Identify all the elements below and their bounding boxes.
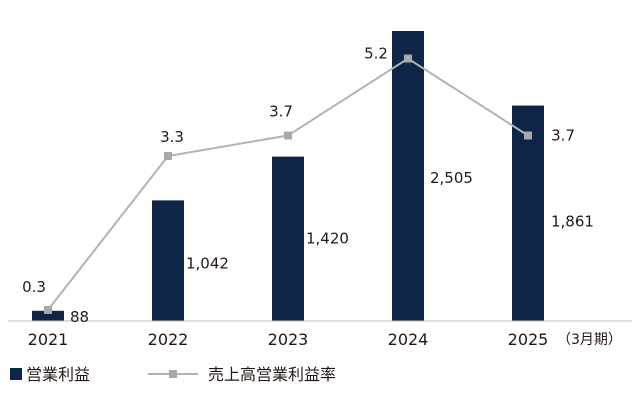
x-tick-label: 2025 [508, 330, 549, 349]
line-value-label: 3.3 [160, 128, 184, 146]
line-series [44, 54, 532, 314]
line-point [44, 305, 52, 314]
legend: 営業利益 売上高営業利益率 [10, 365, 336, 384]
line-point [164, 152, 172, 161]
line-point [524, 131, 532, 140]
bar-value-label: 2,505 [430, 169, 473, 187]
bar [392, 31, 424, 321]
line-value-label: 3.7 [269, 102, 293, 120]
bar [512, 105, 544, 321]
line-value-labels: 0.3 3.3 3.7 5.2 3.7 [22, 45, 575, 296]
x-tick-label: 2022 [148, 330, 189, 349]
x-axis-ticks: 2021 2022 2023 2024 2025 [28, 330, 549, 349]
bar-value-label: 1,420 [306, 230, 349, 248]
legend-line-marker [169, 370, 177, 378]
legend-line-label: 売上高営業利益率 [208, 365, 336, 384]
bar [152, 200, 184, 321]
line-value-label: 5.2 [364, 45, 388, 63]
bar-series [32, 31, 544, 321]
line-value-label: 0.3 [22, 278, 46, 296]
line-value-label: 3.7 [551, 126, 575, 144]
line-point [284, 131, 292, 140]
bar-value-label: 88 [70, 308, 89, 326]
bar [272, 156, 304, 321]
bar [32, 310, 64, 321]
legend-bar-swatch [10, 368, 22, 380]
bar-value-label: 1,042 [186, 254, 229, 272]
x-tick-label: 2024 [388, 330, 429, 349]
x-axis-unit-label: （3月期） [557, 332, 622, 348]
legend-bar-label: 営業利益 [26, 365, 90, 384]
bar-value-label: 1,861 [551, 213, 594, 231]
x-tick-label: 2023 [268, 330, 309, 349]
line-point [404, 54, 412, 63]
x-tick-label: 2021 [28, 330, 69, 349]
bar-value-labels: 88 1,042 1,420 2,505 1,861 [70, 169, 594, 326]
